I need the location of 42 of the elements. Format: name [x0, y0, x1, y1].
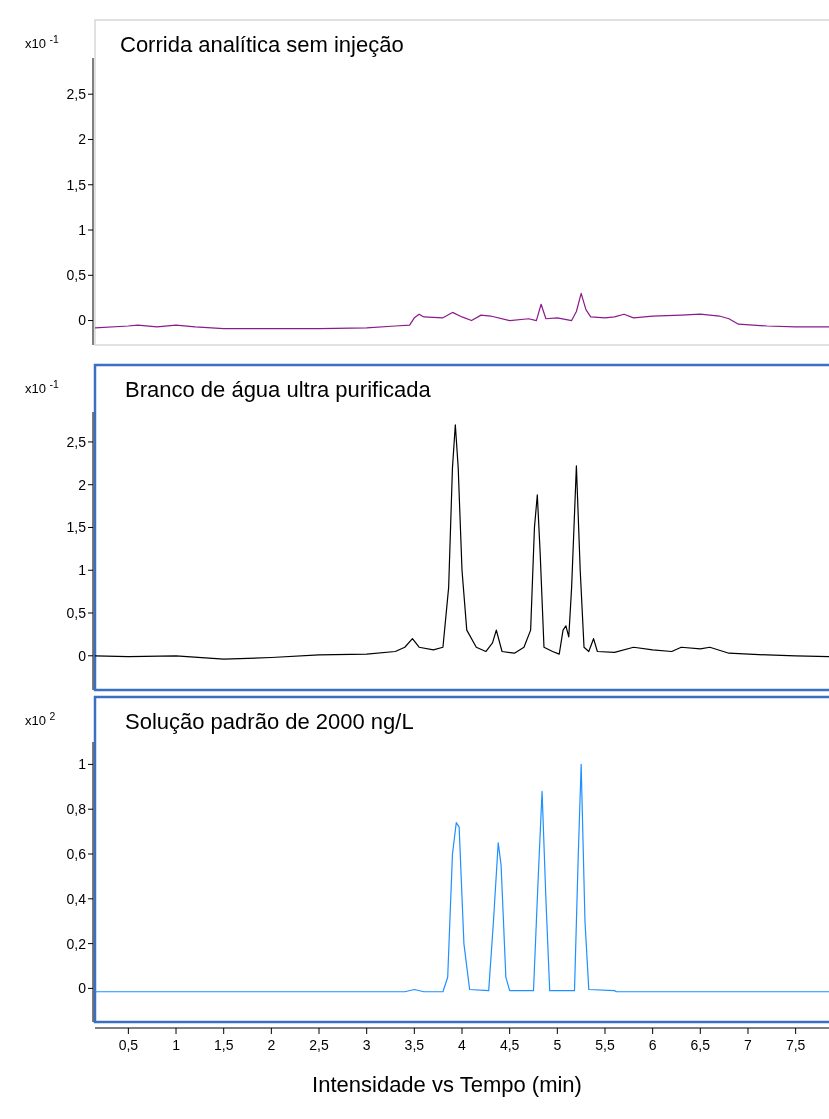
- y-tick-label: 1,5: [66, 519, 87, 536]
- y-tick-label: 1: [78, 756, 87, 773]
- x-tick-label: 3,5: [404, 1037, 425, 1053]
- y-tick-label: 0,5: [66, 604, 87, 621]
- y-tick-label: 0,4: [66, 890, 87, 907]
- y-tick-label: 2,5: [66, 86, 87, 103]
- x-tick-label: 2: [267, 1037, 276, 1053]
- x-tick-label: 1,5: [213, 1037, 234, 1053]
- y-tick-label: 0,8: [66, 801, 87, 818]
- y-axis-title: x10 $^{2}$: [25, 710, 56, 728]
- y-tick-label: 2,5: [66, 433, 87, 450]
- x-tick-label: 6,5: [690, 1037, 711, 1053]
- y-tick-label: 0: [78, 312, 87, 329]
- y-tick-label: 2: [78, 476, 87, 493]
- y-tick-label: 0,2: [66, 935, 87, 952]
- y-tick-label: 0: [78, 647, 87, 664]
- chart-title: Solução padrão de 2000 ng/L: [125, 709, 414, 734]
- x-tick-label: 7: [744, 1037, 753, 1053]
- x-tick-label: 4: [458, 1037, 467, 1053]
- y-tick-label: 1: [78, 221, 87, 238]
- x-axis-title: Intensidade vs Tempo (min): [312, 1072, 582, 1097]
- y-tick-label: 1: [78, 562, 87, 579]
- y-tick-label: 2: [78, 131, 87, 148]
- y-tick-label: 0: [78, 980, 87, 997]
- x-tick-label: 3: [362, 1037, 371, 1053]
- x-tick-label: 2,5: [309, 1037, 329, 1053]
- y-tick-label: 0,6: [66, 845, 87, 862]
- y-tick-label: 1,5: [66, 176, 87, 193]
- line-series: [95, 292, 829, 330]
- x-tick-label: 6: [648, 1037, 657, 1053]
- x-tick-label: 5: [553, 1037, 562, 1053]
- x-tick-label: 5,5: [595, 1037, 615, 1053]
- x-tick-label: 0,5: [118, 1037, 139, 1053]
- chart-title: Corrida analítica sem injeção: [120, 32, 404, 57]
- x-tick-label: 7,5: [785, 1037, 806, 1053]
- y-axis-title: x10 $^{-1}$: [25, 33, 60, 51]
- y-tick-label: 0,5: [66, 267, 87, 284]
- y-axis-title: x10 $^{-1}$: [25, 378, 60, 396]
- x-tick-label: 1: [172, 1037, 181, 1053]
- chart-title: Branco de água ultra purificada: [125, 377, 432, 402]
- line-series: [95, 763, 829, 993]
- x-tick-label: 4,5: [499, 1037, 520, 1053]
